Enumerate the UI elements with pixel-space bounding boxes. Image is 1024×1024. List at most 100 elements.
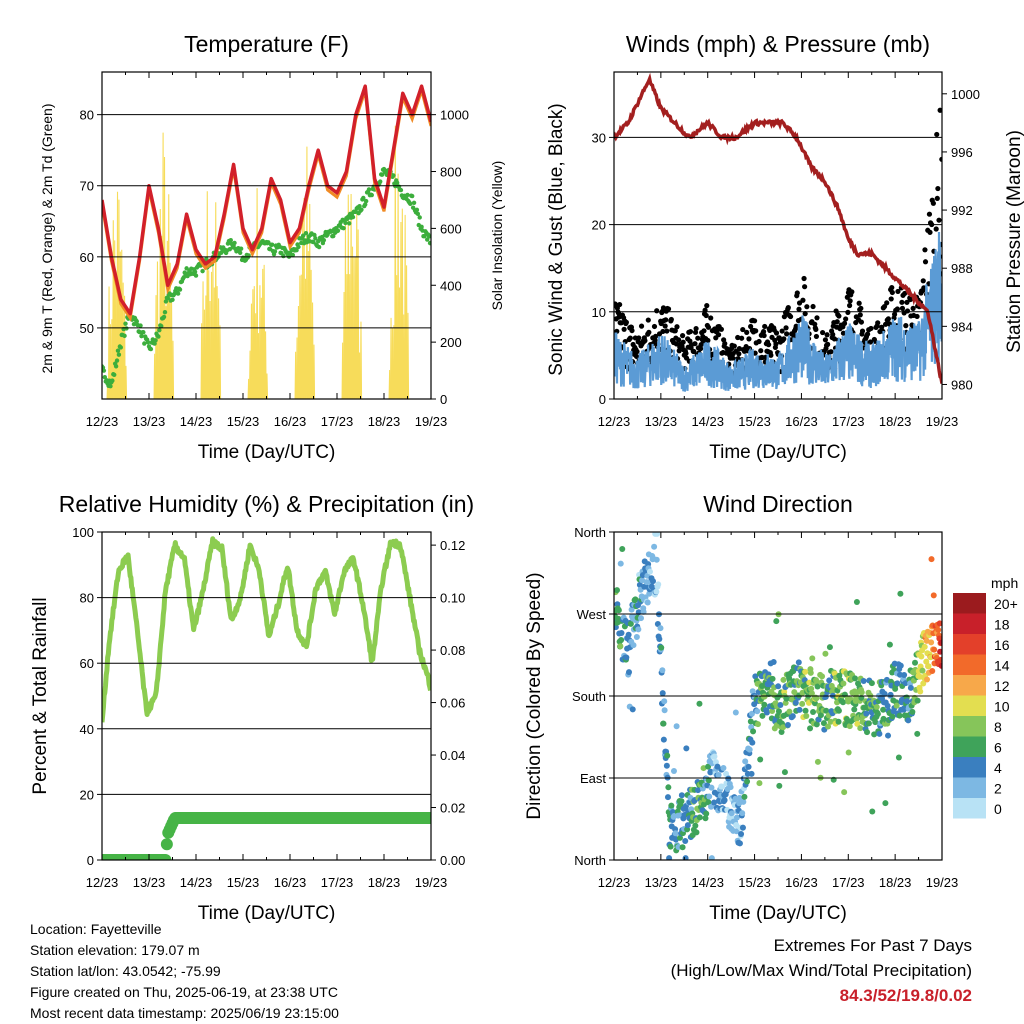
solar-spike bbox=[405, 265, 408, 399]
solar-spike bbox=[217, 298, 220, 399]
direction-point bbox=[661, 698, 668, 705]
y-tick-label: 0 bbox=[599, 392, 606, 407]
direction-point bbox=[893, 702, 900, 709]
solar-spike bbox=[116, 191, 119, 399]
dewpoint-point bbox=[108, 384, 113, 389]
gust-point bbox=[939, 156, 942, 162]
legend-swatch bbox=[953, 798, 986, 819]
direction-point bbox=[708, 855, 715, 860]
x-tick-label: 17/23 bbox=[321, 414, 354, 429]
dewpoint-point bbox=[138, 323, 143, 328]
solar-spike bbox=[263, 264, 266, 399]
solar-spike bbox=[124, 365, 128, 399]
direction-point bbox=[696, 814, 703, 821]
solar-spike bbox=[342, 291, 346, 399]
gust-point bbox=[867, 339, 874, 345]
direction-point bbox=[852, 675, 859, 682]
gust-point bbox=[831, 336, 838, 342]
legend-label: 16 bbox=[994, 637, 1010, 653]
direction-point bbox=[683, 745, 690, 752]
direction-point bbox=[694, 787, 701, 794]
solar-spike bbox=[305, 146, 309, 399]
legend-swatch bbox=[953, 736, 986, 757]
y-axis-label-left: Sonic Wind & Gust (Blue, Black) bbox=[546, 103, 567, 375]
direction-point bbox=[920, 680, 927, 687]
x-tick-label: 16/23 bbox=[785, 875, 818, 890]
solar-spike bbox=[207, 270, 210, 399]
dewpoint-point bbox=[115, 348, 121, 353]
y-tick-label: 0 bbox=[87, 853, 94, 868]
dewpoint-point bbox=[139, 333, 144, 339]
direction-point bbox=[728, 810, 735, 817]
x-tick-label: 13/23 bbox=[645, 414, 678, 429]
direction-point bbox=[660, 720, 667, 727]
dewpoint-point bbox=[269, 242, 275, 247]
direction-point bbox=[921, 643, 928, 650]
dewpoint-point bbox=[296, 244, 301, 250]
gust-point bbox=[921, 285, 927, 291]
gust-point bbox=[691, 348, 697, 355]
elevation-text: Station elevation: 179.07 m bbox=[30, 942, 200, 958]
direction-point bbox=[769, 675, 776, 682]
direction-point bbox=[835, 718, 842, 725]
direction-point bbox=[614, 587, 620, 594]
direction-point bbox=[851, 706, 858, 713]
y-axis-label-right: Station Pressure (Maroon) bbox=[1004, 130, 1024, 353]
dewpoint-point bbox=[192, 269, 198, 274]
y-tick-label: 40 bbox=[80, 722, 94, 737]
direction-point bbox=[711, 799, 718, 806]
gust-point bbox=[621, 326, 627, 332]
y2-tick-label: 988 bbox=[951, 261, 973, 276]
direction-point bbox=[896, 712, 903, 719]
solar-spike bbox=[310, 269, 313, 399]
y2-tick-label: 200 bbox=[440, 335, 462, 350]
direction-point bbox=[754, 721, 761, 728]
gust-point bbox=[922, 259, 929, 265]
solar-spike bbox=[399, 222, 403, 399]
dewpoint-point bbox=[361, 195, 366, 201]
direction-point bbox=[749, 688, 756, 695]
gust-point bbox=[902, 290, 908, 297]
solar-spike bbox=[218, 325, 222, 399]
solar-spike bbox=[200, 323, 203, 399]
direction-point bbox=[754, 708, 761, 715]
direction-point bbox=[836, 672, 843, 679]
direction-point bbox=[657, 625, 664, 632]
y2-tick-label: 0.10 bbox=[440, 591, 465, 606]
gust-point bbox=[935, 185, 941, 192]
y2-tick-label: 0.00 bbox=[440, 853, 465, 868]
gust-point bbox=[891, 311, 898, 317]
solar-spike bbox=[308, 204, 311, 399]
solar-spike bbox=[255, 188, 259, 399]
y-tick-label: 100 bbox=[72, 525, 94, 540]
direction-point bbox=[781, 769, 788, 776]
direction-point bbox=[919, 667, 926, 674]
dewpoint-point bbox=[112, 372, 117, 377]
direction-point bbox=[784, 722, 791, 729]
gust-point bbox=[879, 324, 885, 330]
gust-point bbox=[768, 352, 774, 358]
direction-point bbox=[778, 729, 785, 736]
solar-spike bbox=[211, 251, 215, 399]
legend-label: 18 bbox=[994, 617, 1010, 633]
dewpoint-point bbox=[417, 215, 422, 220]
dewpoint-point bbox=[159, 323, 164, 329]
direction-point bbox=[802, 668, 809, 675]
gust-point bbox=[638, 323, 645, 329]
direction-point bbox=[937, 656, 942, 663]
direction-point bbox=[632, 596, 639, 603]
y-tick-label: East bbox=[580, 771, 606, 786]
direction-point bbox=[700, 801, 707, 808]
direction-point bbox=[756, 780, 763, 787]
direction-point bbox=[738, 831, 745, 838]
solar-spike bbox=[216, 286, 219, 399]
solar-spike bbox=[171, 340, 175, 399]
gust-point bbox=[843, 316, 849, 322]
dewpoint-point bbox=[321, 237, 327, 243]
dewpoint-point bbox=[363, 202, 368, 207]
direction-point bbox=[815, 716, 822, 723]
solar-spike bbox=[250, 303, 253, 399]
direction-point bbox=[664, 752, 671, 759]
x-tick-label: 18/23 bbox=[879, 414, 912, 429]
direction-point bbox=[845, 749, 852, 756]
